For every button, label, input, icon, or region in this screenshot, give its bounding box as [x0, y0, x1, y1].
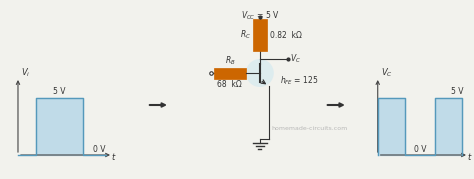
Circle shape: [246, 59, 274, 87]
Text: 68  kΩ: 68 kΩ: [218, 79, 242, 88]
Text: 5 V: 5 V: [451, 87, 464, 96]
Bar: [253, 19, 267, 51]
Polygon shape: [36, 98, 83, 155]
Text: $h_{FE}$ = 125: $h_{FE}$ = 125: [280, 75, 319, 87]
Bar: [214, 67, 246, 79]
Text: $R_C$: $R_C$: [240, 29, 251, 41]
Polygon shape: [378, 98, 405, 155]
Text: 5 V: 5 V: [53, 87, 66, 96]
Text: $t$: $t$: [467, 151, 473, 162]
Text: $R_B$: $R_B$: [225, 54, 235, 67]
Text: $V_i$: $V_i$: [21, 67, 30, 79]
Polygon shape: [435, 98, 462, 155]
Text: $t$: $t$: [111, 151, 117, 162]
Text: 0 V: 0 V: [93, 145, 105, 154]
Text: $V_{CC}$ = 5 V: $V_{CC}$ = 5 V: [240, 9, 279, 21]
Text: homemade-circuits.com: homemade-circuits.com: [272, 126, 348, 131]
Text: $V_C$: $V_C$: [381, 67, 392, 79]
Text: 0 V: 0 V: [414, 145, 426, 154]
Text: $V_C$: $V_C$: [290, 53, 301, 65]
Text: 0.82  kΩ: 0.82 kΩ: [270, 30, 301, 40]
